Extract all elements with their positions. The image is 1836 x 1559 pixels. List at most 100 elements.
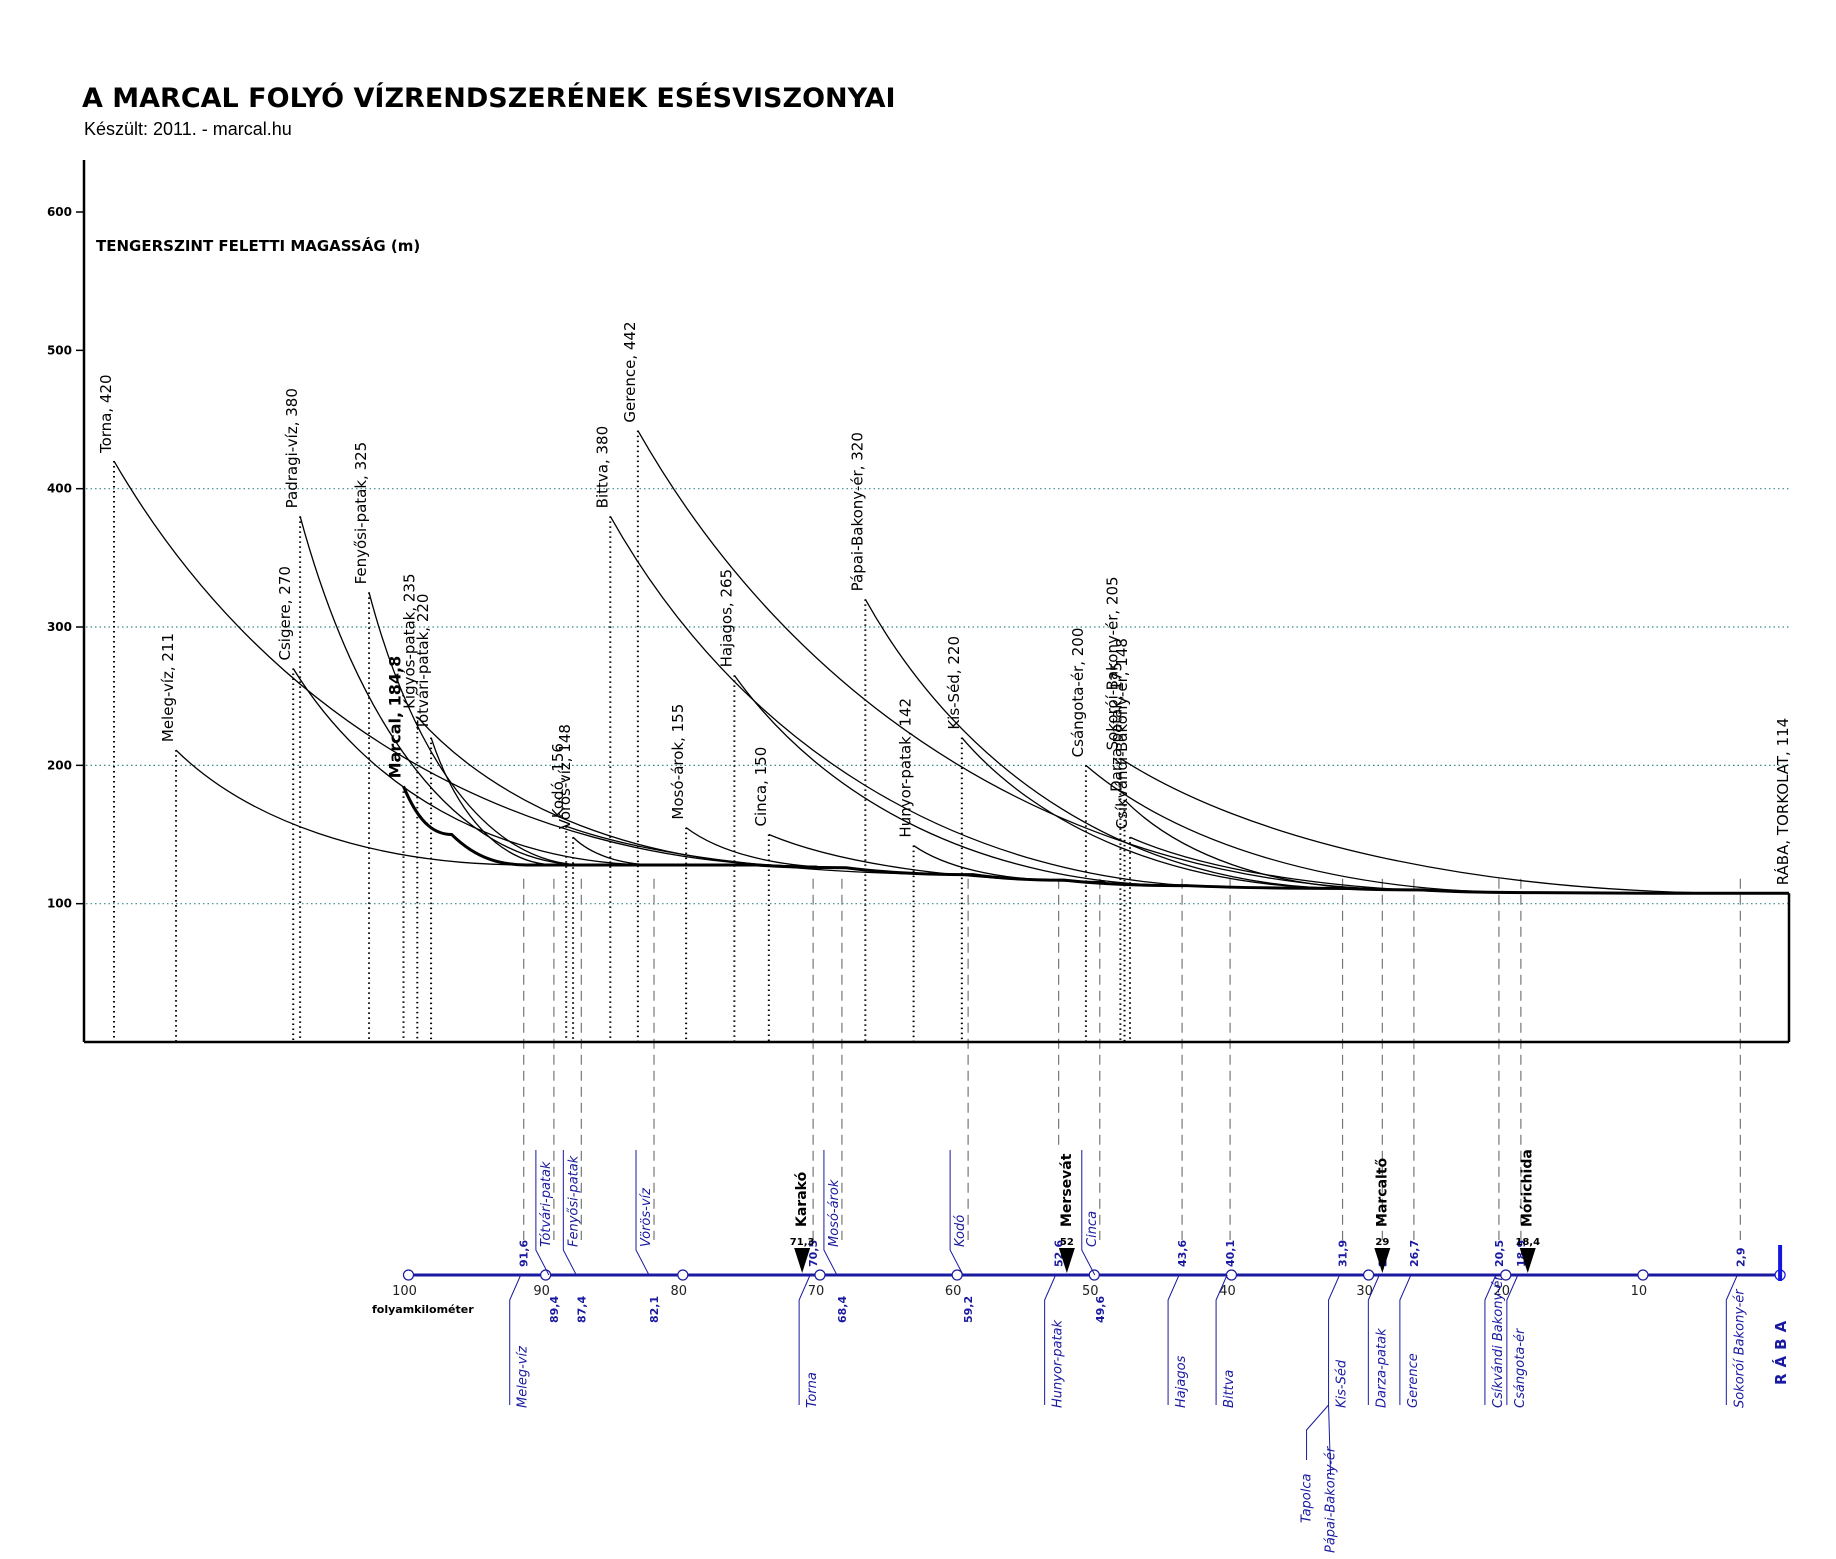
profile-darza-patak-175: [1124, 799, 1390, 890]
settlement-name: Karakó: [794, 1171, 810, 1227]
tributary-label: Darza-patak: [1374, 1328, 1389, 1408]
confluence-km-label: 31,9: [1337, 1240, 1350, 1267]
tributary-label: Hunyor-patak: [1051, 1319, 1066, 1408]
profile-papai-bakony-er-320: [864, 599, 1350, 890]
tributary-line: [1044, 1274, 1057, 1405]
y-tick-label: 200: [47, 758, 72, 772]
tributary-line: [823, 1150, 838, 1276]
tributary-line: [1399, 1274, 1412, 1405]
profile-sokoroi-bakony-er-205: [1120, 757, 1750, 894]
settlement-marker: [794, 1248, 811, 1273]
tributary-line: [562, 1150, 577, 1276]
confluence-km-label: 43,6: [1176, 1240, 1189, 1267]
source-label: Gerence, 442: [621, 322, 639, 423]
tributary-line: [1167, 1274, 1180, 1405]
settlement-name: Mersevát: [1059, 1153, 1075, 1227]
tributary-label: Cinca: [1085, 1211, 1100, 1247]
profile-cinca-150: [768, 833, 1106, 883]
tributary-line: [1367, 1274, 1380, 1405]
source-label: Kis-Séd, 220: [945, 636, 963, 730]
y-tick-label: 100: [47, 897, 72, 911]
profile-moso-arok-155: [685, 827, 847, 869]
page-subtitle: Készült: 2011. - marcal.hu: [84, 119, 292, 139]
profile-csikvandi-bakony-er-148: [1129, 836, 1507, 894]
source-label-layer: Torna, 420 Meleg-víz, 211 Csigere, 270 Padr…: [97, 322, 1792, 886]
y-tick-label: 500: [47, 343, 72, 357]
settlement-name: Marcaltő: [1374, 1157, 1390, 1227]
tributary-label: Kodó: [953, 1215, 968, 1247]
tributary-label: Hajagos: [1174, 1355, 1189, 1408]
km-tick-label: 60: [945, 1284, 962, 1299]
profile-padragi-viz-380: [299, 516, 585, 866]
source-label: Csíkvándi-Bakony-ér, 148: [1113, 638, 1131, 829]
tributary-label: Torna: [805, 1372, 820, 1408]
tributary-label: Gerence: [1406, 1353, 1421, 1408]
confluence-km-label: 82,1: [648, 1296, 661, 1323]
settlement-name: Mórichida: [1520, 1149, 1536, 1227]
tributary-line: [1081, 1150, 1096, 1276]
profile-hunyor-patak-142: [913, 845, 1064, 881]
km-marker: [402, 1269, 415, 1281]
confluence-km-label: 91,6: [518, 1240, 531, 1267]
grid-layer: 100 200 300 400 500 600: [47, 205, 1789, 911]
settlement-km: 71,3: [790, 1237, 815, 1248]
page-title: A MARCAL FOLYÓ VÍZRENDSZERÉNEK ESÉSVISZO…: [82, 82, 896, 114]
y-tick-label: 300: [47, 620, 72, 634]
tributary-line: [1725, 1274, 1738, 1405]
profile-torna-420: [113, 460, 818, 867]
km-tick-label: 30: [1356, 1284, 1373, 1299]
confluence-km-label: 68,4: [836, 1296, 849, 1323]
km-marker: [951, 1269, 963, 1281]
km-marker: [814, 1269, 826, 1281]
settlement-km: 18,4: [1515, 1237, 1540, 1248]
source-label: Padragi-víz, 380: [283, 388, 301, 508]
settlement-marker: [1058, 1248, 1075, 1273]
tributary-label: Bittva: [1222, 1370, 1237, 1408]
tributary-label: Csíkvándi Bakony-ér: [1491, 1274, 1506, 1408]
km-tick-label: 40: [1219, 1284, 1236, 1299]
settlement-marker: [1374, 1248, 1391, 1273]
source-label: Kodó, 156: [549, 743, 567, 818]
source-label: Csángota-ér, 200: [1069, 628, 1087, 758]
tributary-line: [509, 1274, 522, 1405]
profile-voros-viz-148: [572, 836, 658, 866]
source-label: Tótvári-patak, 220: [414, 594, 432, 731]
tributary-line: [535, 1150, 550, 1276]
km-axis-label: folyamkilométer: [372, 1303, 474, 1316]
mainstem-source-label: Marcal, 184,8: [386, 656, 405, 779]
profile-csigere-270: [292, 668, 658, 866]
y-tick-label: 600: [47, 205, 72, 219]
source-label: Hunyor-patak, 142: [897, 698, 915, 838]
profile-kis-sed-220: [961, 737, 1350, 890]
source-label: Meleg-víz, 211: [159, 633, 177, 742]
confluence-km-label: 89,4: [548, 1296, 561, 1323]
settlement-km: 29: [1375, 1237, 1389, 1248]
profile-fenyosi-patak-325: [368, 592, 585, 866]
tributary-line: [1484, 1274, 1497, 1405]
profile-hajagos-265: [733, 675, 1188, 887]
confluence-km-label: 49,6: [1094, 1296, 1107, 1323]
tributary-label: Meleg-víz: [516, 1345, 531, 1408]
tributary-label: Mosó-árok: [827, 1179, 842, 1247]
curve-layer: [113, 430, 1789, 895]
tributary-label: Fenyősi-patak: [566, 1155, 581, 1247]
tributary-label: Pápai-Bakony-ér: [1324, 1445, 1339, 1553]
source-label: Hajagos, 265: [717, 569, 735, 668]
profile-meleg-viz-211: [175, 749, 527, 866]
confluence-km-label: 26,7: [1408, 1240, 1421, 1267]
tributary-label: Sokoróí Bakony-ér: [1732, 1288, 1747, 1408]
profile-csangota-er-200: [1085, 764, 1529, 894]
mouth-label: RÁBA, TORKOLAT, 114: [1773, 718, 1792, 886]
source-label: Pápai-Bakony-ér, 320: [848, 432, 866, 591]
confluence-km-label: 87,4: [575, 1296, 588, 1323]
km-tick-label: 50: [1082, 1284, 1099, 1299]
source-label: Csigere, 270: [276, 566, 294, 660]
km-tick-label: 100: [392, 1284, 417, 1299]
tributary-line: [1506, 1274, 1519, 1405]
confluence-km-label: 40,1: [1224, 1240, 1237, 1267]
profile-bittva-380: [609, 516, 1237, 888]
kis-sed-branch: [1306, 1404, 1329, 1460]
source-label: Mosó-árok, 155: [669, 704, 687, 820]
y-axis-label: TENGERSZINT FELETTI MAGASSÁG (m): [96, 236, 420, 255]
profile-kodo-156: [565, 825, 973, 876]
